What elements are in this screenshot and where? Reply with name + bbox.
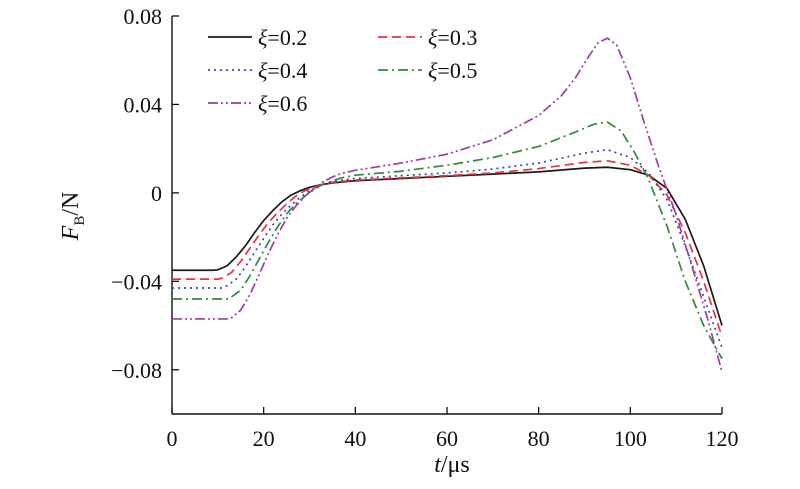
x-tick-label: 120 (706, 426, 739, 451)
series-line-2 (172, 159, 723, 337)
x-tick-label: 100 (614, 426, 647, 451)
y-tick-label: 0.04 (124, 92, 163, 117)
y-tick-label: −0.04 (111, 269, 162, 294)
legend-label-4: ξ=0.5 (428, 58, 477, 83)
legend-label-3: ξ=0.4 (258, 58, 307, 83)
x-tick-label: 40 (344, 426, 366, 451)
y-tick-label: 0 (151, 181, 162, 206)
x-tick-label: 0 (167, 426, 178, 451)
legend-label-5: ξ=0.6 (258, 91, 307, 116)
series-line-1 (172, 166, 723, 326)
series-line-5 (172, 37, 723, 373)
x-tick-label: 20 (253, 426, 275, 451)
x-tick-label: 60 (436, 426, 458, 451)
legend-label-1: ξ=0.2 (258, 25, 307, 50)
y-tick-label: 0.08 (124, 4, 163, 29)
y-tick-label: −0.08 (111, 358, 162, 383)
x-axis-title: t/μs (434, 452, 470, 478)
series-line-3 (172, 148, 723, 348)
series-line-4 (172, 121, 723, 360)
legend-label-2: ξ=0.3 (428, 25, 477, 50)
y-axis-title: FB/N (58, 192, 88, 242)
x-tick-label: 80 (528, 426, 550, 451)
